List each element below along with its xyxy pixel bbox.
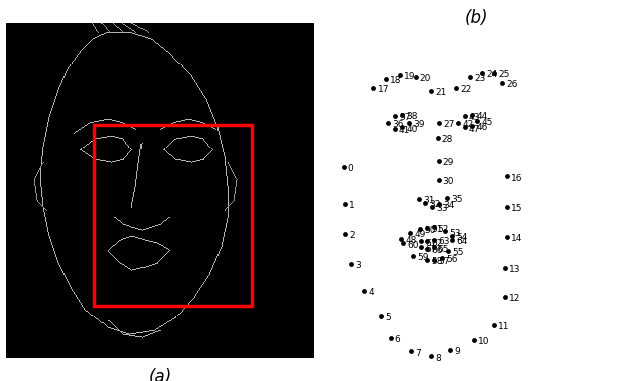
Text: 23: 23 — [474, 74, 486, 83]
Text: 19: 19 — [404, 72, 415, 81]
Text: 52: 52 — [438, 225, 449, 234]
Text: 16: 16 — [511, 174, 522, 182]
Text: 4: 4 — [368, 288, 374, 297]
Text: 50: 50 — [424, 226, 435, 235]
Text: 7: 7 — [415, 349, 421, 358]
Text: 0: 0 — [348, 164, 353, 173]
Text: 15: 15 — [511, 205, 522, 213]
Text: 38: 38 — [406, 112, 418, 121]
Text: 53: 53 — [450, 229, 461, 238]
Text: 5: 5 — [385, 314, 391, 322]
Text: 64: 64 — [456, 237, 467, 247]
Text: 43: 43 — [469, 113, 481, 122]
Text: 54: 54 — [456, 233, 467, 242]
Text: 61: 61 — [425, 239, 436, 248]
Text: 45: 45 — [481, 118, 493, 127]
Text: 24: 24 — [486, 70, 498, 79]
Text: 44: 44 — [476, 112, 488, 121]
Text: 13: 13 — [509, 265, 521, 274]
Text: 22: 22 — [461, 85, 472, 94]
Text: 66: 66 — [431, 246, 443, 255]
Text: 18: 18 — [390, 77, 401, 85]
Text: 2: 2 — [349, 231, 355, 240]
Bar — [94, 125, 252, 306]
Text: 29: 29 — [443, 158, 454, 167]
Text: 3: 3 — [356, 261, 361, 271]
Text: 36: 36 — [392, 120, 404, 129]
Text: 20: 20 — [420, 74, 431, 83]
Text: 57: 57 — [438, 257, 450, 266]
Text: 6: 6 — [395, 335, 401, 344]
Text: 46: 46 — [476, 123, 488, 132]
Text: 65: 65 — [438, 245, 449, 254]
Text: 28: 28 — [442, 135, 453, 144]
Text: (a): (a) — [148, 368, 172, 381]
Text: 51: 51 — [431, 225, 442, 234]
Text: 62: 62 — [431, 239, 443, 248]
Text: 33: 33 — [436, 204, 448, 213]
Text: 26: 26 — [506, 80, 517, 89]
Text: 39: 39 — [413, 120, 425, 129]
Text: 42: 42 — [462, 120, 474, 129]
Text: 31: 31 — [423, 196, 435, 205]
Text: 59: 59 — [418, 253, 429, 262]
Text: 8: 8 — [435, 354, 441, 363]
Text: 41: 41 — [399, 126, 410, 135]
Text: 21: 21 — [435, 88, 447, 97]
Text: 37: 37 — [399, 113, 410, 122]
Text: (b): (b) — [465, 10, 488, 27]
Text: 35: 35 — [451, 195, 463, 205]
Text: 32: 32 — [429, 200, 440, 210]
Text: 40: 40 — [406, 125, 418, 134]
Text: 10: 10 — [478, 337, 490, 346]
Text: 55: 55 — [452, 248, 463, 257]
Text: 12: 12 — [509, 295, 520, 303]
Text: 1: 1 — [349, 201, 355, 210]
Text: 49: 49 — [415, 230, 426, 239]
Text: 56: 56 — [446, 255, 458, 264]
Text: 14: 14 — [511, 234, 522, 243]
Text: 67: 67 — [425, 245, 436, 254]
Text: 9: 9 — [454, 347, 460, 356]
Text: 30: 30 — [443, 177, 454, 186]
Text: 58: 58 — [431, 257, 443, 266]
Text: 63: 63 — [438, 237, 449, 247]
Text: 25: 25 — [498, 70, 509, 79]
Text: 47: 47 — [469, 125, 481, 134]
Text: 11: 11 — [498, 322, 509, 331]
Text: 27: 27 — [444, 120, 454, 129]
Text: 48: 48 — [405, 236, 417, 245]
Text: 34: 34 — [444, 201, 454, 210]
Text: 60: 60 — [407, 241, 419, 250]
Text: 17: 17 — [378, 85, 389, 94]
